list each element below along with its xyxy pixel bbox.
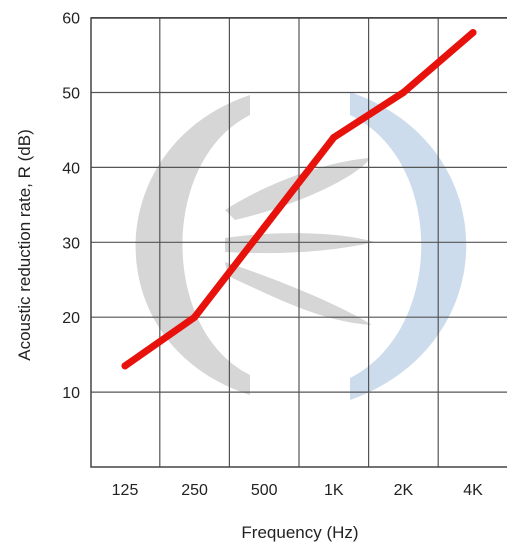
watermark-stroke-mid: [225, 233, 375, 254]
y-axis-label: Acoustic reduction rate, R (dB): [15, 129, 34, 360]
data-point-3: [330, 133, 338, 141]
y-tick-label-4: 50: [62, 86, 80, 103]
plot-frame: [90, 17, 507, 468]
y-tick-label-0: 10: [62, 385, 80, 402]
y-tick-labels: 10 20 30 40 50 60: [62, 11, 80, 403]
x-tick-label-4: 2K: [394, 482, 414, 499]
y-tick-label-3: 40: [62, 160, 80, 177]
watermark-logo: [135, 92, 467, 400]
watermark-left-arc: [135, 95, 250, 395]
data-point-0: [121, 362, 129, 370]
data-points: [121, 29, 477, 370]
x-tick-label-2: 500: [251, 482, 278, 499]
x-tick-labels: 125 250 500 1K 2K 4K: [112, 482, 483, 499]
series-line: [121, 29, 477, 370]
x-tick-label-3: 1K: [324, 482, 344, 499]
y-tick-label-1: 20: [62, 310, 80, 327]
x-tick-label-0: 125: [112, 482, 139, 499]
y-tick-label-2: 30: [62, 235, 80, 252]
x-tick-label-1: 250: [181, 482, 208, 499]
watermark-right-arc: [350, 92, 467, 400]
y-tick-label-5: 60: [62, 11, 80, 28]
data-point-5: [469, 29, 477, 37]
data-point-2: [260, 223, 268, 231]
x-axis-label: Frequency (Hz): [241, 523, 358, 542]
grid: [91, 17, 507, 467]
x-tick-label-5: 4K: [463, 482, 483, 499]
data-point-4: [399, 89, 407, 96]
data-point-1: [191, 313, 199, 321]
